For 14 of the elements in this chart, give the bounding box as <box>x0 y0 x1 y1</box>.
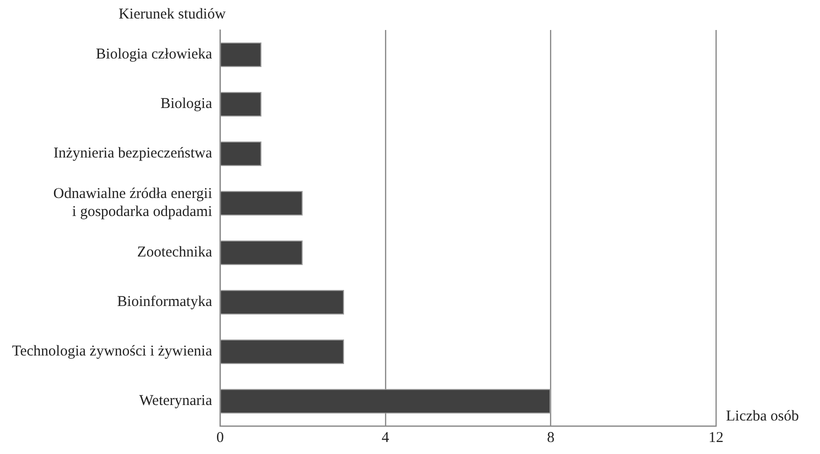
y-tick-label: Weterynaria <box>139 393 212 410</box>
y-tick-label: Bioinformatyka <box>117 294 212 310</box>
x-axis-title: Liczba osób <box>726 408 799 424</box>
y-tick-label: Technologia żywności i żywienia <box>12 344 212 360</box>
x-tick-label: 0 <box>216 430 224 446</box>
y-tick-label: Odnawialne źródła energii i gospodarka odpadami <box>53 186 212 220</box>
y-tick-label: Biologia człowieka <box>96 46 212 63</box>
x-tick-label: 8 <box>546 430 554 446</box>
x-tick-label: 4 <box>382 430 390 446</box>
y-tick-label: Biologia <box>160 96 212 112</box>
y-tick-label: Inżynieria bezpieczeństwa <box>53 146 212 162</box>
y-axis-title: Kierunek studiów <box>118 6 226 22</box>
x-tick-label: 12 <box>708 430 724 446</box>
y-tick-label: Zootechnika <box>137 244 212 261</box>
